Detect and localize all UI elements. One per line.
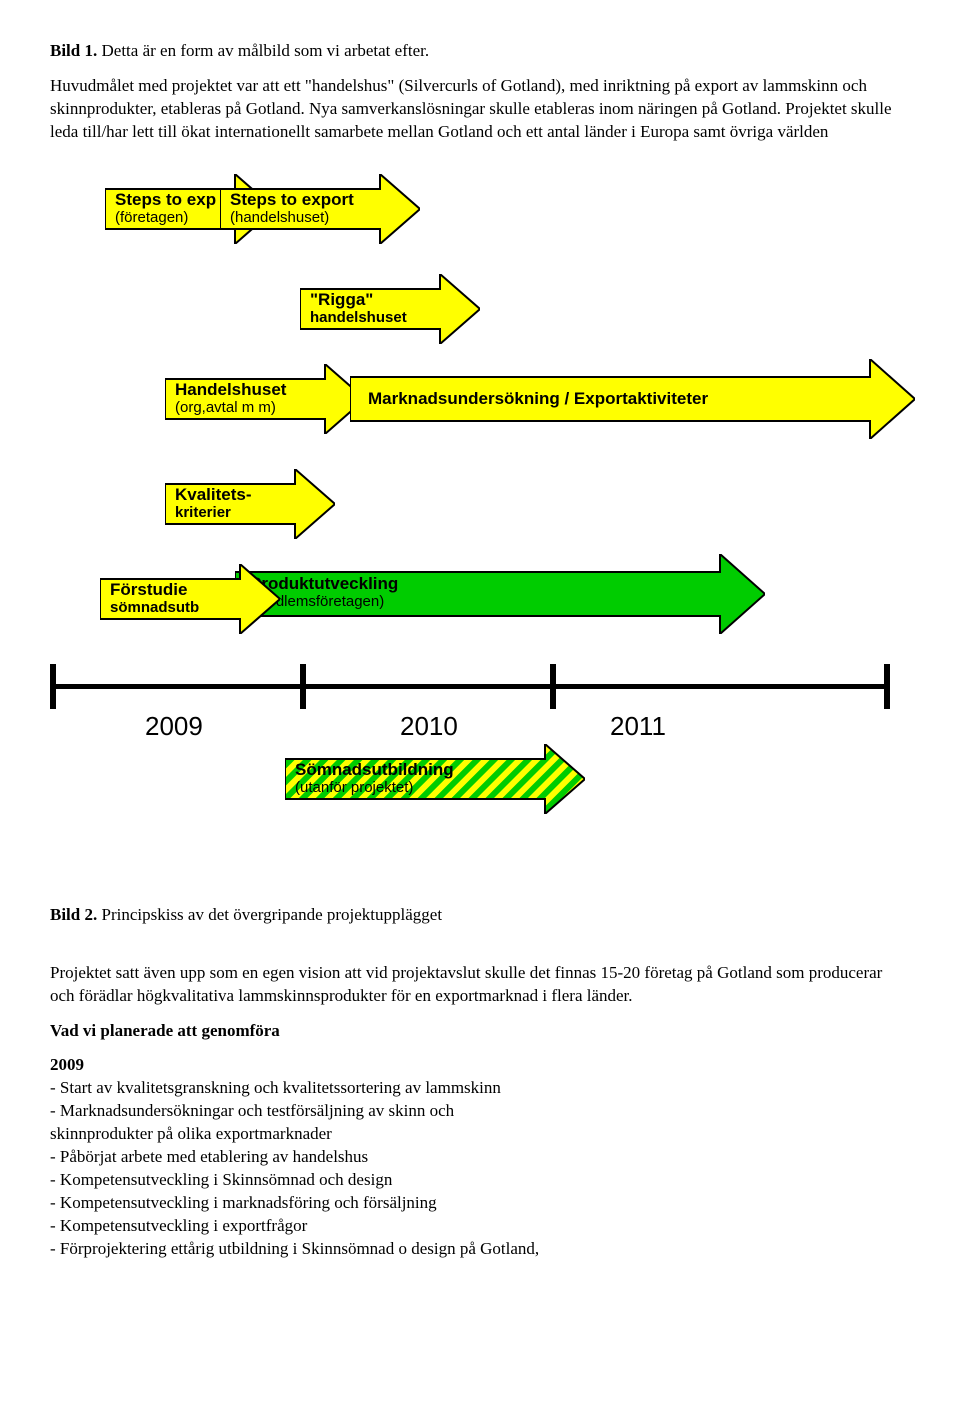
rigga-title: "Rigga"	[310, 290, 373, 309]
arrow-forstudie: Förstudie sömnadsutb	[100, 564, 280, 634]
arrow-handels: Handelshuset (org,avtal m m)	[165, 364, 365, 434]
list-item: - Kompetensutveckling i exportfrågor	[50, 1215, 910, 1238]
arrow-steps2: Steps to export (handelshuset)	[220, 174, 420, 244]
arrow-somnad: Sömnadsutbildning (utanför projektet)	[285, 744, 585, 814]
steps2-sub: (handelshuset)	[230, 209, 354, 226]
kvalitet-sub: kriterier	[175, 504, 252, 521]
year-2009: 2009	[145, 709, 203, 744]
year-2010: 2010	[400, 709, 458, 744]
list-item: - Förprojektering ettårig utbildning i S…	[50, 1238, 910, 1261]
list-item: - Kompetensutveckling i marknadsföring o…	[50, 1192, 910, 1215]
bild1-label: Bild 1.	[50, 41, 97, 60]
tl-tick-2	[550, 664, 556, 709]
tl-tick-0	[50, 664, 56, 709]
arrow-markn: Marknadsundersökning / Exportaktiviteter	[350, 359, 915, 439]
markn-title: Marknadsundersökning / Exportaktiviteter	[368, 389, 708, 408]
plan-2009-list: - Start av kvalitetsgranskning och kvali…	[50, 1077, 910, 1261]
tl-tick-3	[884, 664, 890, 709]
plan-heading: Vad vi planerade att genomföra	[50, 1020, 910, 1043]
arrow-kvalitet: Kvalitets- kriterier	[165, 469, 335, 539]
plan-2009-label: 2009	[50, 1054, 910, 1077]
tl-tick-1	[300, 664, 306, 709]
list-item: skinnprodukter på olika exportmarknader	[50, 1123, 910, 1146]
forstudie-sub: sömnadsutb	[110, 599, 199, 616]
handels-title: Handelshuset	[175, 380, 286, 399]
steps1-sub: (företagen)	[115, 209, 216, 226]
bild1-rest: Detta är en form av målbild som vi arbet…	[97, 41, 429, 60]
rigga-sub: handelshuset	[310, 309, 407, 326]
list-item: - Kompetensutveckling i Skinnsömnad och …	[50, 1169, 910, 1192]
bild2-text: Principskiss av det övergripande projekt…	[97, 905, 442, 924]
list-item: - Marknadsundersökningar och testförsälj…	[50, 1100, 910, 1123]
arrow-rigga: "Rigga" handelshuset	[300, 274, 480, 344]
somnad-title: Sömnadsutbildning	[295, 760, 454, 779]
steps1-title: Steps to exp	[115, 190, 216, 209]
handels-sub: (org,avtal m m)	[175, 399, 286, 416]
forstudie-title: Förstudie	[110, 580, 187, 599]
steps2-title: Steps to export	[230, 190, 354, 209]
list-item: - Påbörjat arbete med etablering av hand…	[50, 1146, 910, 1169]
timeline-line	[50, 684, 890, 689]
bild2-line: Bild 2. Principskiss av det övergripande…	[50, 904, 910, 927]
bild2-label: Bild 2.	[50, 905, 97, 924]
bild1-line: Bild 1. Detta är en form av målbild som …	[50, 40, 910, 63]
somnad-sub: (utanför projektet)	[295, 779, 454, 796]
year-2011: 2011	[610, 709, 666, 744]
arrow-produkt: Produktutveckling (medlemsföretagen)	[235, 554, 765, 634]
list-item: - Start av kvalitetsgranskning och kvali…	[50, 1077, 910, 1100]
timeline-diagram: Steps to exp (företagen) Steps to export…	[50, 164, 910, 874]
kvalitet-title: Kvalitets-	[175, 485, 252, 504]
intro-para: Huvudmålet med projektet var att ett "ha…	[50, 75, 910, 144]
vision-para: Projektet satt även upp som en egen visi…	[50, 962, 910, 1008]
